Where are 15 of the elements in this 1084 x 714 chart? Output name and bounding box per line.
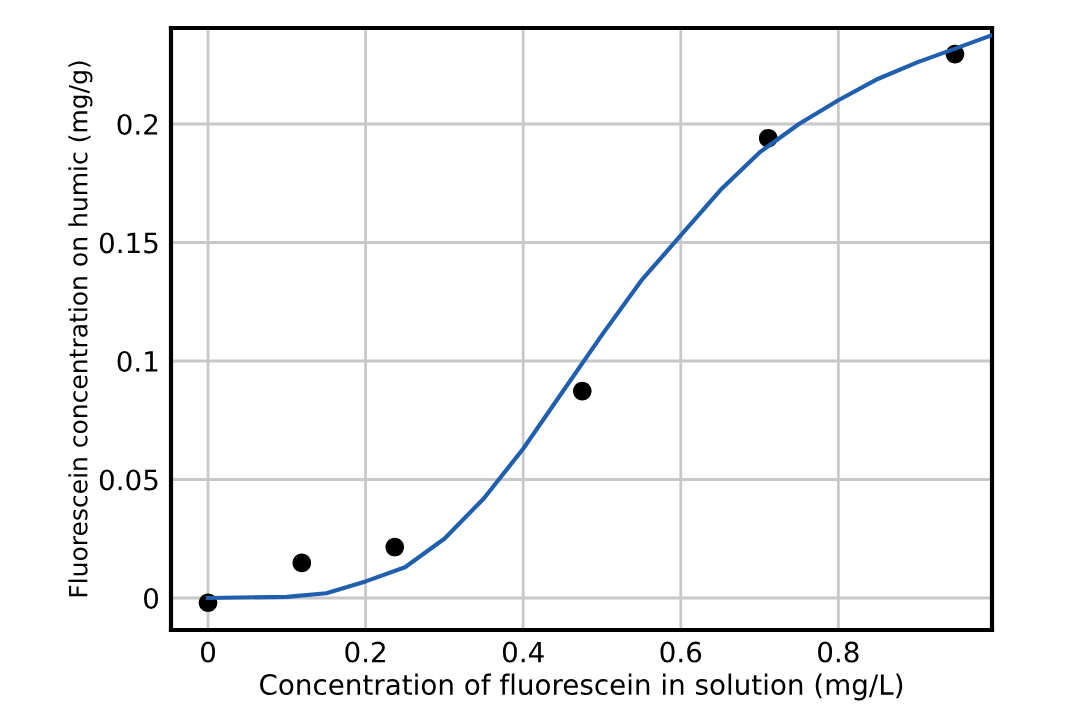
y-tick-label: 0.05 [99,469,158,491]
point [292,553,312,573]
y-tick-label: 0.1 [117,350,158,372]
x-tick-label: 0 [201,641,216,663]
point [385,537,405,557]
y-tick-label: 0.15 [99,232,158,254]
y-tick-label: 0.2 [117,113,158,135]
x-tick-label: 0.4 [502,641,544,663]
x-axis-title: Concentration of fluorescein in solution (mg/L) [260,673,903,701]
x-tick-label: 0.8 [818,641,859,663]
x-tick-label: 0.2 [345,641,385,663]
y-tick-label: 0 [144,587,159,609]
y-axis-title: Fluorescein concentration on humic (mg/g) [68,61,93,597]
x-tick-label: 0.6 [660,641,702,663]
point [572,381,592,401]
